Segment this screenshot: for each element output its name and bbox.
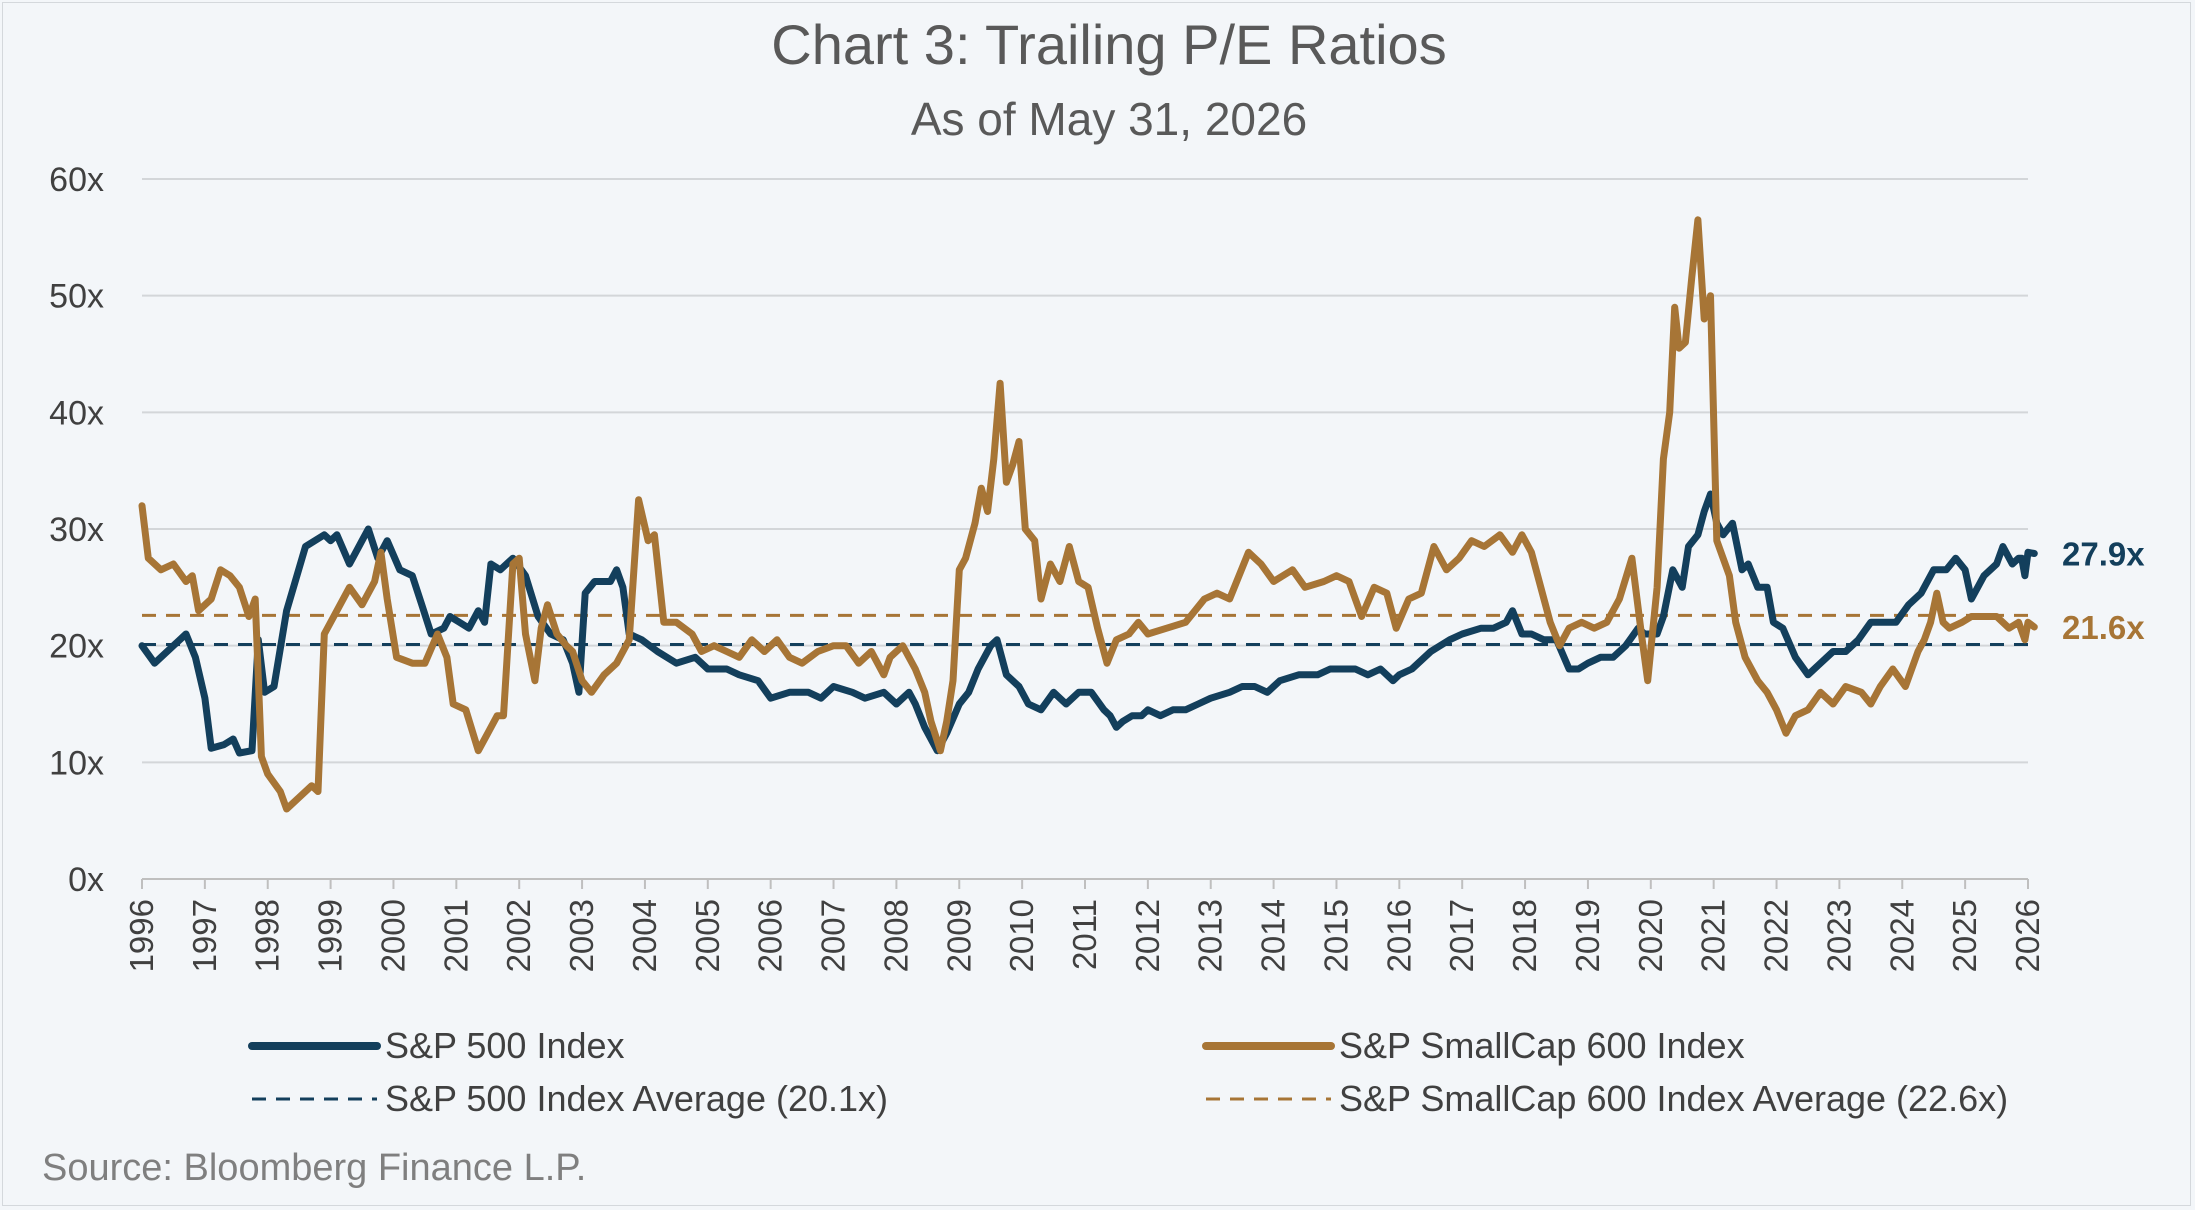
x-tick-label: 2017 [1443,899,1480,972]
legend-item: S&P 500 Index [248,1025,625,1066]
chart-subtitle: As of May 31, 2026 [911,93,1307,145]
legend-item: S&P SmallCap 600 Index [1202,1025,1745,1066]
legend-item: S&P SmallCap 600 Index Average (22.6x) [1206,1078,2008,1119]
y-tick-label: 20x [49,628,104,666]
x-tick-label: 2001 [437,899,474,972]
x-tick-label: 2009 [940,899,977,972]
x-tick-label: 2015 [1317,899,1354,972]
x-tick-label: 2016 [1380,899,1417,972]
x-tick-label: 2014 [1255,899,1292,972]
x-tick-label: 2025 [1946,899,1983,972]
end-labels: 27.9x 21.6x [2062,536,2145,647]
x-tick-label: 1998 [249,899,286,972]
y-tick-label: 10x [49,744,104,782]
chart-title: Chart 3: Trailing P/E Ratios [771,13,1446,76]
x-tick-label: 2000 [374,899,411,972]
y-tick-label: 40x [49,394,104,432]
y-tick-label: 50x [49,278,104,316]
x-tick-label: 2024 [1883,899,1920,972]
x-tick-label: 2018 [1506,899,1543,972]
x-axis: 1996 1997 1998 1999 2000 2001 2002 2003 2004 2005… [123,878,2046,972]
x-tick-label: 2026 [2009,899,2046,972]
x-tick-label: 2011 [1066,899,1103,970]
x-tick-label: 2006 [752,899,789,972]
x-tick-label: 2012 [1129,899,1166,972]
x-tick-label: 2020 [1632,899,1669,972]
source-note: Source: Bloomberg Finance L.P. [42,1147,586,1189]
end-value-label: 21.6x [2062,609,2145,646]
y-tick-label: 60x [49,161,104,199]
legend: S&P 500 Index S&P SmallCap 600 Index S&P 5… [248,1025,2008,1119]
x-tick-label: 2008 [877,899,914,972]
x-tick-label: 2023 [1820,899,1857,972]
legend-label: S&P 500 Index Average (20.1x) [385,1078,888,1119]
x-tick-label: 1997 [186,899,223,972]
gridlines [142,178,2028,880]
x-tick-label: 1996 [123,899,160,972]
x-tick-label: 2019 [1569,899,1606,972]
y-tick-label: 0x [68,861,104,899]
legend-label: S&P SmallCap 600 Index Average (22.6x) [1339,1078,2008,1119]
x-tick-label: 2003 [563,899,600,972]
y-axis-ticks: 0x 10x 20x 30x 40x 50x 60x [49,161,104,899]
x-tick-label: 2022 [1758,899,1795,972]
end-value-label: 27.9x [2062,536,2145,573]
average-lines [142,613,2028,646]
series-lines [138,216,2038,813]
legend-label: S&P 500 Index [385,1025,625,1066]
x-tick-label: 1999 [312,899,349,972]
x-tick-label: 2007 [815,899,852,972]
x-tick-label: 2021 [1695,899,1732,972]
x-tick-label: 2002 [500,899,537,972]
series-line [138,216,2038,813]
series-line [138,490,2038,757]
x-tick-label: 2010 [1003,899,1040,972]
y-tick-label: 30x [49,511,104,549]
legend-label: S&P SmallCap 600 Index [1339,1025,1745,1066]
x-tick-label: 2013 [1192,899,1229,972]
legend-item: S&P 500 Index Average (20.1x) [252,1078,888,1119]
x-tick-label: 2004 [626,899,663,972]
x-tick-label: 2005 [689,899,726,972]
